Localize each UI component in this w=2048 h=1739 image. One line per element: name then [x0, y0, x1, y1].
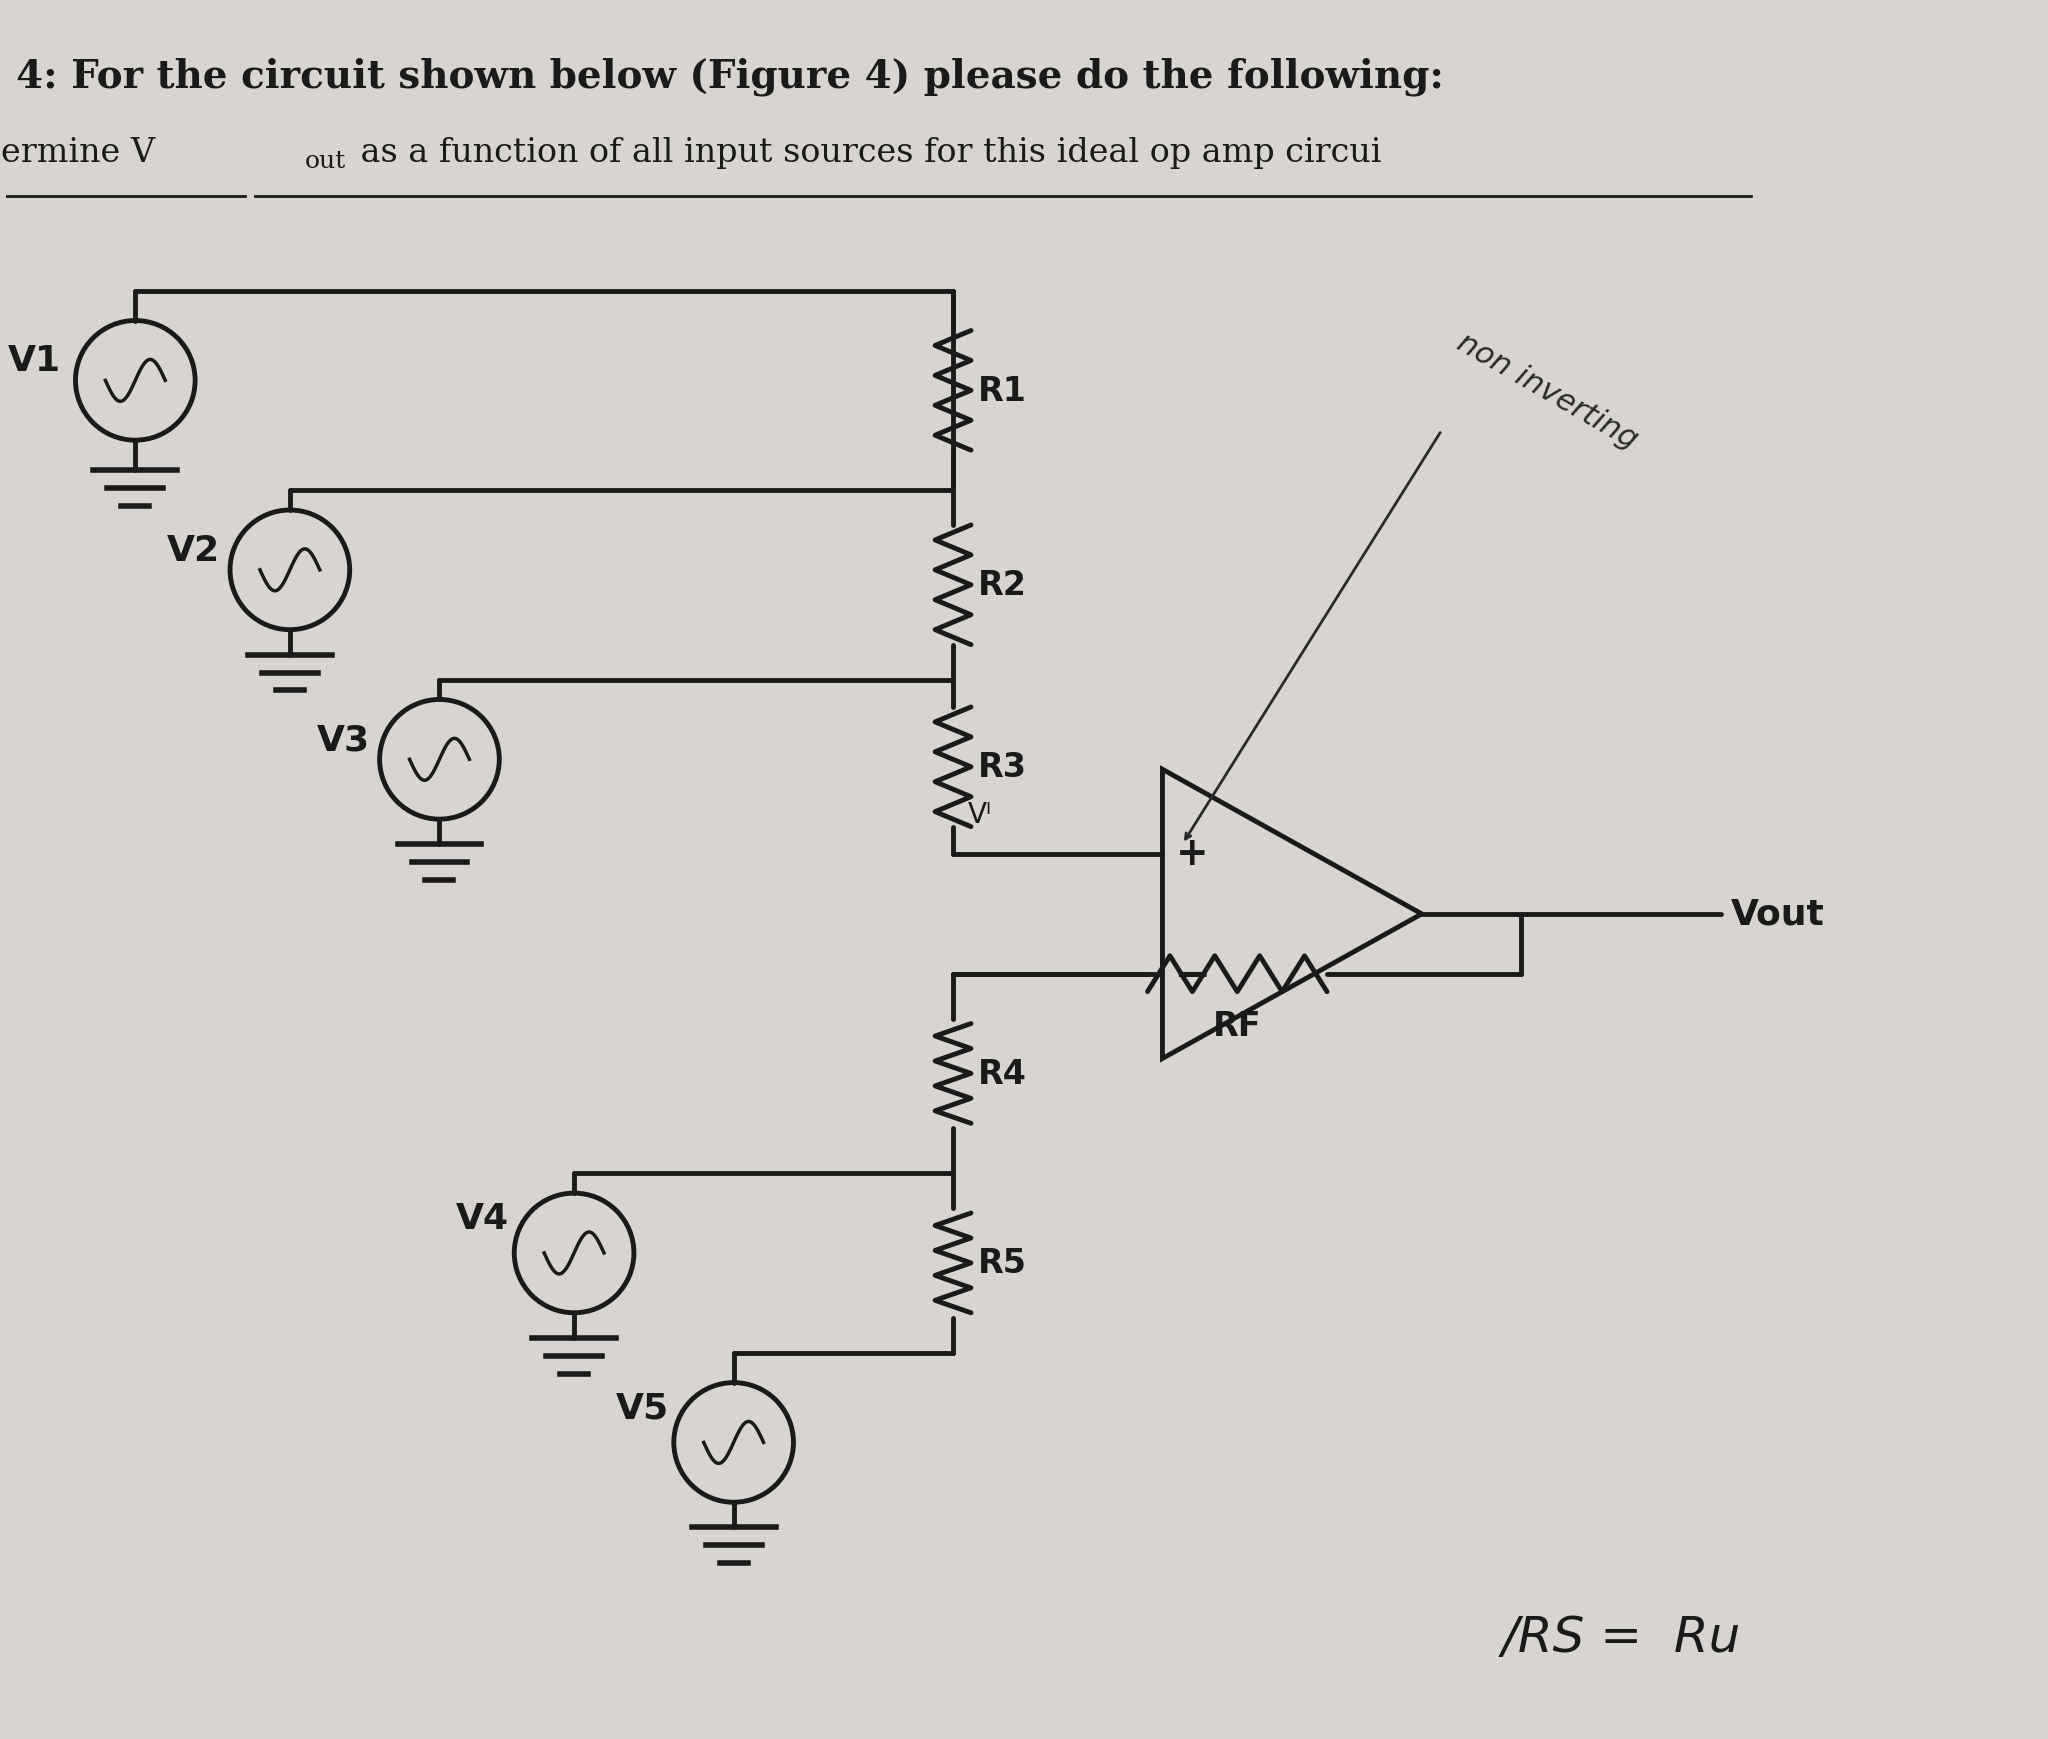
Text: RF: RF [1212, 1009, 1262, 1042]
Text: 4: For the circuit shown below (Figure 4) please do the following:: 4: For the circuit shown below (Figure 4… [16, 57, 1444, 96]
Text: R1: R1 [979, 374, 1026, 407]
Text: ermine V: ermine V [0, 137, 156, 169]
Text: out: out [305, 150, 346, 172]
Text: Vᴵ: Vᴵ [969, 800, 991, 830]
Text: V2: V2 [168, 534, 219, 567]
Text: +: + [1176, 835, 1208, 873]
Text: R4: R4 [979, 1057, 1026, 1090]
Text: −: − [1174, 953, 1210, 996]
Text: V1: V1 [8, 344, 61, 377]
Text: V4: V4 [457, 1202, 510, 1235]
Text: R2: R2 [979, 569, 1026, 602]
Text: non inverting: non inverting [1452, 327, 1642, 454]
Text: /RS =  Ru: /RS = Ru [1501, 1614, 1741, 1661]
Text: R3: R3 [979, 751, 1026, 784]
Text: V3: V3 [317, 723, 369, 756]
Text: as a function of all input sources for this ideal op amp circui: as a function of all input sources for t… [350, 137, 1380, 169]
Text: R5: R5 [979, 1247, 1026, 1280]
Text: Vout: Vout [1731, 897, 1825, 932]
Text: V5: V5 [616, 1391, 670, 1424]
